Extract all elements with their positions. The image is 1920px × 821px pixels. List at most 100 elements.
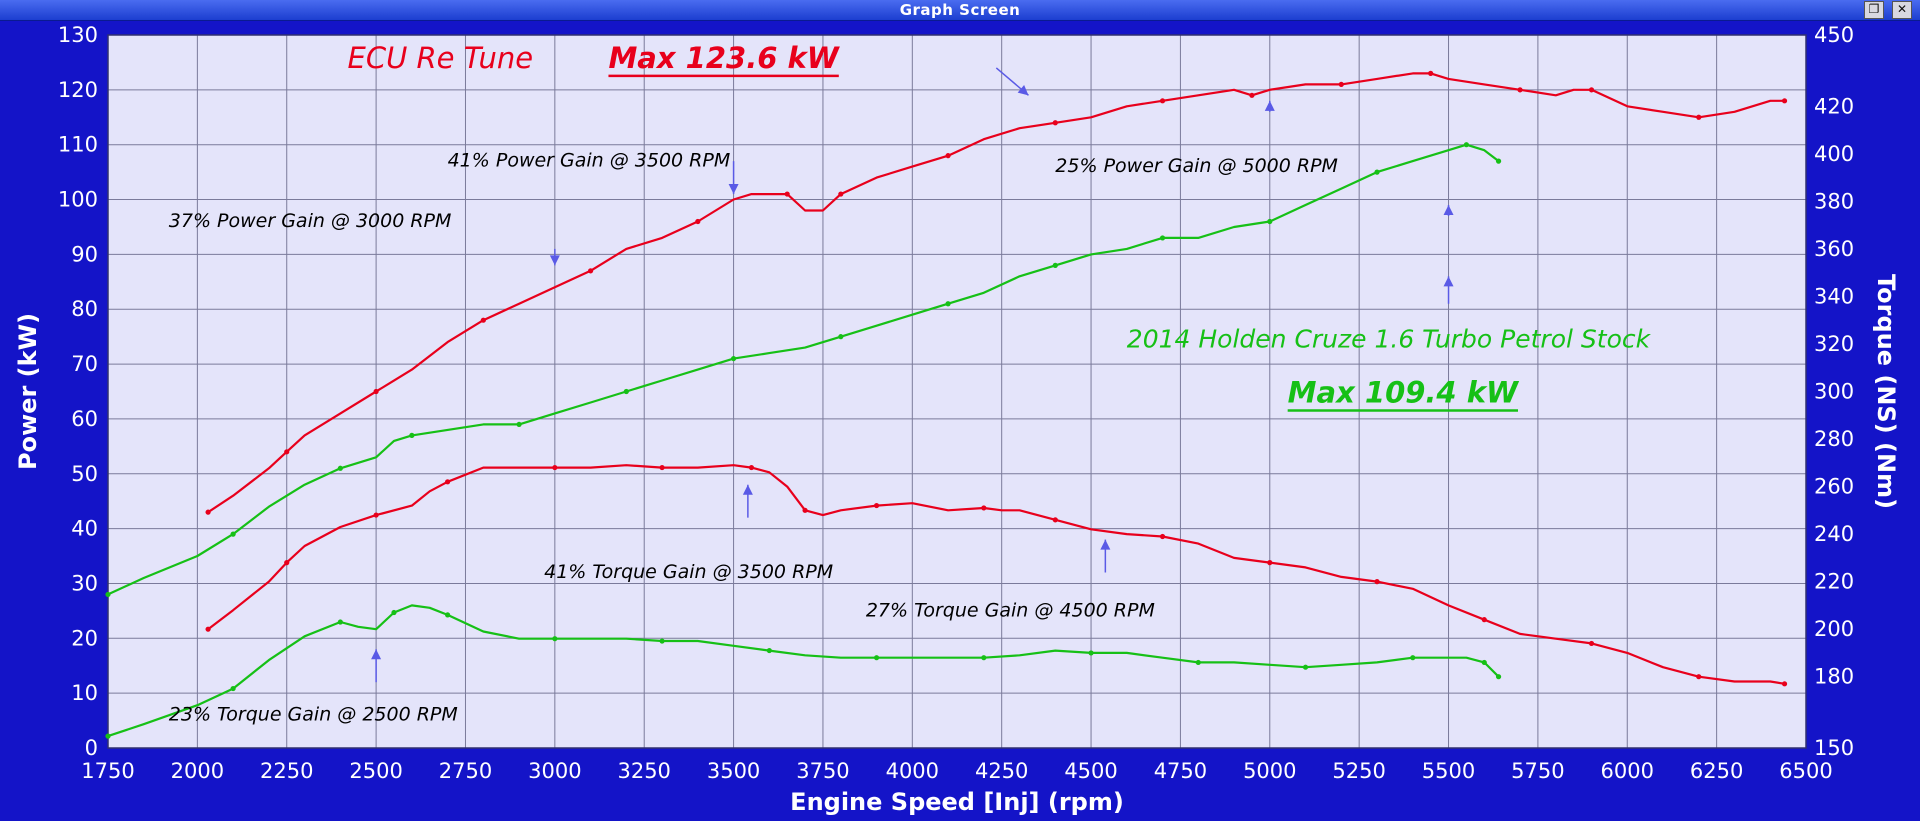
data-point — [659, 464, 665, 471]
y2-tick-label: 300 — [1814, 380, 1854, 404]
data-point — [945, 301, 951, 307]
data-point — [784, 191, 790, 197]
x-tick-label: 6000 — [1601, 759, 1654, 783]
x-tick-label: 3000 — [528, 759, 581, 783]
y-tick-label: 70 — [71, 352, 98, 376]
data-point — [230, 685, 236, 692]
series-line — [107, 143, 1500, 596]
y-tick-label: 20 — [71, 626, 98, 650]
series-line — [207, 72, 1785, 514]
x-tick-label: 2750 — [439, 759, 492, 783]
data-point — [1302, 664, 1309, 670]
annotation-arrowhead — [1264, 100, 1275, 111]
data-point — [1495, 674, 1502, 680]
data-point — [981, 655, 987, 661]
data-point — [1374, 169, 1380, 175]
data-point — [873, 502, 880, 509]
plot-border — [107, 34, 1807, 749]
x-tick-label: 3250 — [617, 759, 670, 783]
annotation-text: Max 123.6 kW — [608, 41, 840, 75]
annotation-arrowhead — [1443, 276, 1454, 287]
x-tick-label: 4750 — [1154, 759, 1207, 783]
y-tick-label: 80 — [71, 297, 98, 321]
close-button[interactable]: ✕ — [1892, 1, 1912, 19]
data-point — [373, 512, 379, 518]
data-point — [1696, 114, 1702, 120]
x-tick-label: 1750 — [81, 759, 134, 783]
annotation-text: 37% Power Gain @ 3000 RPM — [169, 210, 452, 232]
data-point — [205, 509, 211, 515]
window-title: Graph Screen — [899, 1, 1021, 19]
restore-window-icon: ❐ — [1868, 2, 1880, 16]
plot-area — [108, 35, 1806, 748]
data-point — [945, 153, 951, 159]
restore-button[interactable]: ❐ — [1864, 1, 1884, 19]
data-point — [766, 647, 772, 654]
close-icon: ✕ — [1896, 2, 1908, 16]
data-point — [552, 464, 558, 471]
annotation-text: 27% Torque Gain @ 4500 RPM — [866, 599, 1155, 621]
data-point — [1588, 640, 1595, 647]
annotation-arrowhead — [742, 484, 753, 495]
annotation-text: 23% Torque Gain @ 2500 RPM — [169, 704, 458, 726]
data-point — [480, 317, 486, 323]
data-point — [623, 388, 629, 395]
data-point — [337, 619, 343, 625]
data-point — [1052, 120, 1058, 126]
x-tick-label: 3500 — [707, 759, 760, 783]
data-point — [516, 421, 522, 428]
data-point — [105, 591, 111, 598]
data-point — [105, 733, 111, 739]
annotation-text: 2014 Holden Cruze 1.6 Turbo Petrol Stock — [1127, 325, 1652, 354]
x-tick-label: 5250 — [1332, 759, 1385, 783]
y-tick-label: 110 — [58, 133, 98, 157]
data-point — [1195, 659, 1201, 666]
data-point — [1338, 81, 1344, 87]
title-bar[interactable]: Graph Screen ❐ ✕ — [0, 0, 1920, 21]
data-point — [659, 638, 665, 644]
x-tick-label: 5500 — [1422, 759, 1475, 783]
y2-tick-label: 450 — [1814, 23, 1854, 47]
y-axis-label: Power (kW) — [14, 313, 42, 470]
annotation-arrowhead — [728, 184, 739, 195]
x-tick-label: 4500 — [1064, 759, 1117, 783]
series-retune-power — [205, 70, 1788, 515]
data-point — [838, 191, 844, 197]
x-axis-label: Engine Speed [Inj] (rpm) — [790, 788, 1124, 816]
y2-tick-label: 260 — [1814, 475, 1854, 499]
series-retune-torque — [205, 464, 1788, 687]
y2-tick-label: 200 — [1814, 617, 1854, 641]
data-point — [1781, 681, 1788, 687]
y2-tick-label: 320 — [1814, 332, 1854, 356]
annotation-arrowhead — [549, 255, 560, 266]
data-point — [1374, 579, 1380, 585]
y-tick-label: 0 — [85, 736, 98, 760]
x-tick-label: 2000 — [171, 759, 224, 783]
y2-axis-label: Torque (NS) (Nm) — [1872, 274, 1900, 509]
data-point — [748, 464, 755, 471]
data-point — [587, 268, 594, 274]
data-point — [284, 560, 290, 566]
data-point — [1159, 533, 1166, 540]
data-point — [284, 449, 290, 455]
data-point — [730, 355, 737, 362]
y2-tick-label: 420 — [1814, 94, 1854, 118]
data-point — [1410, 655, 1416, 661]
data-point — [1588, 87, 1595, 93]
x-tick-label: 5750 — [1511, 759, 1564, 783]
data-point — [1249, 92, 1255, 98]
y-tick-label: 40 — [71, 517, 98, 541]
data-point — [1052, 262, 1058, 268]
data-point — [1159, 235, 1166, 241]
y-tick-label: 10 — [71, 681, 98, 705]
y2-tick-label: 400 — [1814, 142, 1854, 166]
data-point — [695, 218, 701, 225]
dyno-chart: 1750 2000 2250 2500 2750 3000 3250 3500 3750 4000… — [14, 23, 1900, 816]
data-point — [981, 505, 987, 511]
annotation-arrowhead — [1443, 205, 1454, 216]
series-line — [207, 464, 1785, 685]
data-point — [1159, 98, 1166, 104]
data-point — [409, 432, 415, 438]
data-point — [1428, 70, 1434, 76]
